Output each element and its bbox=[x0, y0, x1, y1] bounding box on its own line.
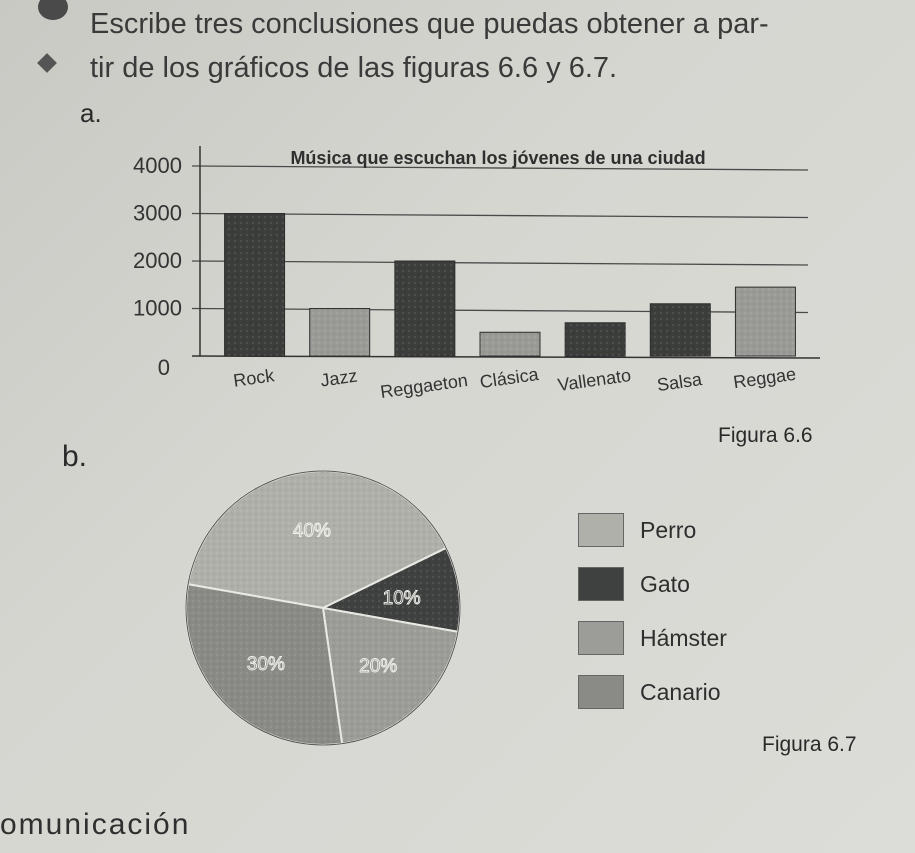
legend-item-perro: Perro bbox=[578, 510, 696, 550]
chart-title: Música que escuchan los jóvenes de una c… bbox=[290, 148, 705, 168]
pie-slice-texture bbox=[323, 547, 461, 632]
x-tick-label: Reggae bbox=[732, 364, 797, 393]
pie-slice-texture bbox=[186, 584, 343, 745]
bar-texture bbox=[394, 261, 455, 356]
bar-texture bbox=[224, 213, 285, 356]
x-tick-label: Reggaeton bbox=[379, 370, 469, 402]
pie-outline bbox=[185, 470, 461, 746]
y-tick-label: 3000 bbox=[133, 201, 182, 226]
pie-slice-texture bbox=[188, 471, 447, 608]
legend-swatch bbox=[578, 567, 624, 601]
x-axis bbox=[191, 355, 821, 359]
instruction-line-1: Escribe tres conclusiones que puedas obt… bbox=[90, 8, 769, 40]
pie-chart: 40% 10% 20% 30% bbox=[185, 469, 461, 746]
x-tick-label: Jazz bbox=[319, 366, 358, 391]
exercise-badge bbox=[38, 0, 68, 20]
instruction-line-2: tir de los gráficos de las figuras 6.6 y… bbox=[90, 52, 618, 84]
x-tick-label: Rock bbox=[232, 365, 276, 391]
pie-slice-label: 30% bbox=[247, 654, 285, 675]
legend-label: Perro bbox=[640, 516, 697, 543]
legend-swatch bbox=[578, 621, 624, 655]
part-a-label: a. bbox=[80, 98, 102, 128]
part-b-label: b. bbox=[62, 440, 88, 473]
legend-item-hámster: Hámster bbox=[578, 618, 727, 658]
y-tick-label: 1000 bbox=[133, 296, 182, 321]
pie-slice-texture bbox=[323, 608, 458, 744]
gridline bbox=[191, 260, 809, 266]
figure-6-6-caption: Figura 6.6 bbox=[718, 424, 813, 447]
bar-texture bbox=[480, 332, 540, 356]
bar-texture bbox=[735, 287, 796, 356]
bar-texture bbox=[650, 303, 711, 356]
gridline bbox=[191, 165, 809, 171]
bar-texture bbox=[565, 322, 626, 356]
figure-6-7-caption: Figura 6.7 bbox=[762, 733, 857, 756]
footer-section-title: omunicación bbox=[0, 808, 191, 841]
legend-label: Gato bbox=[640, 570, 690, 597]
legend-item-gato: Gato bbox=[578, 564, 690, 604]
pie-slice-label: 10% bbox=[383, 588, 421, 609]
x-tick-label: Vallenato bbox=[556, 365, 632, 395]
legend-swatch bbox=[578, 675, 624, 709]
x-tick-label: Salsa bbox=[656, 369, 704, 395]
bar-chart: Música que escuchan los jóvenes de una c… bbox=[133, 146, 821, 402]
legend-swatch bbox=[578, 513, 624, 547]
y-tick-label: 4000 bbox=[133, 153, 182, 178]
legend-label: Hámster bbox=[640, 624, 727, 651]
x-tick-label: Clásica bbox=[479, 364, 541, 392]
y-tick-label: 0 bbox=[158, 355, 170, 380]
legend-item-canario: Canario bbox=[578, 672, 721, 712]
pie-slice-label: 20% bbox=[359, 656, 397, 677]
legend-label: Canario bbox=[640, 678, 721, 705]
y-tick-label: 2000 bbox=[133, 248, 182, 273]
bar-texture bbox=[309, 308, 370, 356]
instructions: Escribe tres conclusiones que puedas obt… bbox=[90, 2, 870, 90]
gridline bbox=[191, 212, 809, 219]
pie-slice-label: 40% bbox=[293, 520, 331, 541]
